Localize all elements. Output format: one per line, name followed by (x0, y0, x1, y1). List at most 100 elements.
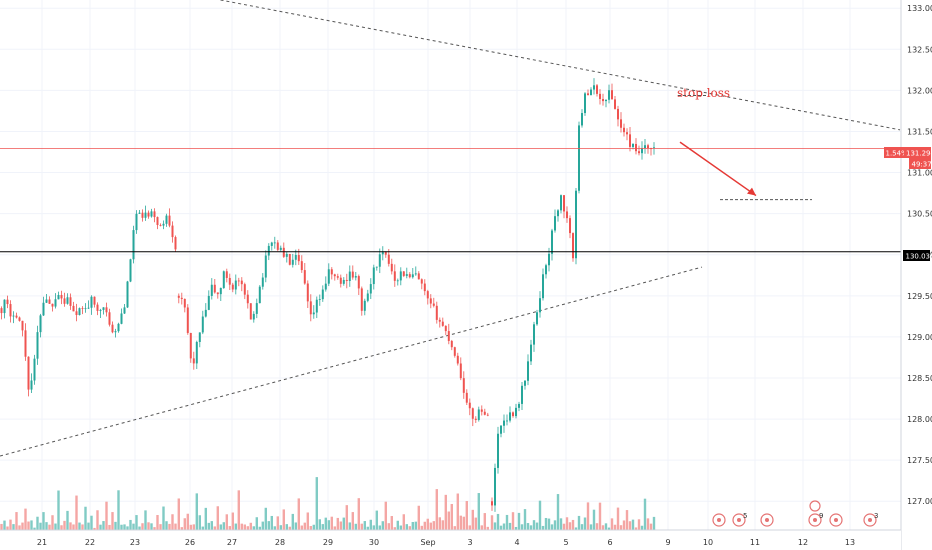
time-tick-label: 11 (750, 538, 760, 547)
candle-body (399, 271, 402, 281)
volume-bar (204, 507, 207, 530)
economic-events[interactable]: 5 9 3 (712, 500, 878, 527)
candle-body (605, 99, 607, 102)
economic-event-icon[interactable] (760, 513, 774, 527)
volume-bar (177, 498, 180, 530)
candle-body (69, 297, 72, 306)
candle-body (387, 254, 390, 264)
volume-bar (483, 513, 486, 530)
volume-bar (649, 523, 653, 530)
candle-body (336, 276, 339, 278)
volume-bar (342, 517, 345, 530)
volume-bar (505, 514, 509, 530)
candle-body (638, 151, 640, 154)
candle-body (539, 298, 541, 313)
volume-bar (417, 505, 420, 530)
candle-body (381, 251, 384, 255)
candle-body (438, 319, 441, 322)
candle-body (54, 299, 57, 307)
candle-body (228, 277, 231, 285)
volume-bar (646, 518, 650, 530)
volume-bar (393, 527, 396, 530)
candle-body (414, 273, 417, 275)
time-axis[interactable]: 21 22 23 26 27 28 29 30 Sep 3 4 5 6 9 10 11 12 13 (0, 529, 901, 550)
candle-body (279, 247, 282, 250)
price-tick-label: 128.500 (907, 374, 932, 383)
candle-body (90, 296, 93, 308)
volume-bar (210, 521, 213, 530)
time-tick-label: 4 (514, 538, 519, 547)
volume-bar (258, 526, 261, 530)
candle-body (465, 392, 468, 403)
volume-bar (414, 521, 417, 530)
volume-bar (351, 512, 354, 530)
volume-bar (156, 515, 159, 530)
volume-bar (246, 526, 249, 530)
candle-body (420, 279, 423, 284)
volume-bar (565, 517, 569, 530)
volume-bar (363, 521, 366, 530)
candle-body (195, 341, 198, 364)
candle-body (551, 230, 553, 254)
economic-event-icon[interactable] (829, 513, 843, 527)
trendline-upper[interactable] (220, 0, 901, 131)
volume-bar (592, 509, 596, 530)
price-axis[interactable]: 127.000 127.500 128.000 128.500 129.000 129.5… (900, 0, 932, 550)
horizontal-levels[interactable] (0, 147, 901, 253)
candle-body (231, 284, 234, 290)
volume-bar (189, 524, 192, 530)
candle-body (453, 347, 456, 356)
volume-bar (459, 515, 462, 530)
volume-bar (252, 526, 255, 530)
volume-bar (36, 516, 39, 530)
volume-bar (195, 493, 198, 530)
volume-bar (66, 510, 69, 530)
volume-bar (159, 524, 162, 530)
price-badges: 130.036 1.54% 131.294 49:37 (884, 147, 932, 261)
candle-body (72, 305, 75, 312)
volume-bar (438, 517, 441, 530)
candle-body (162, 223, 165, 226)
volume-bar (273, 526, 276, 530)
event-stack-icon[interactable] (809, 500, 821, 512)
volume-bar (538, 500, 542, 530)
volume-bar (640, 525, 644, 530)
candle-body (318, 299, 321, 300)
candle-body (426, 291, 429, 299)
candle-body (500, 425, 502, 434)
economic-event-icon[interactable]: 9 (808, 512, 823, 527)
candle-body (611, 90, 613, 100)
candle-body (144, 212, 147, 218)
target-arrow[interactable] (679, 141, 757, 197)
volume-bar (75, 495, 78, 530)
candle-body (351, 271, 354, 278)
economic-event-icon[interactable] (712, 513, 726, 527)
volume-bar (532, 520, 536, 530)
volume-bar (60, 525, 63, 530)
candle-body (578, 125, 580, 191)
arrow-head-icon (747, 187, 756, 196)
candle-body (219, 287, 222, 295)
change-badge (884, 147, 904, 158)
price-tick-label: 131.500 (907, 127, 932, 136)
candle-body (524, 380, 526, 386)
trendlines[interactable] (0, 0, 901, 457)
drawings[interactable]: stop loss (677, 86, 812, 201)
volume-bar (33, 527, 36, 530)
candle-body (396, 280, 399, 282)
volume-bar (580, 524, 584, 530)
candle-body (384, 251, 387, 255)
candle-body (614, 99, 616, 109)
volume-bar (57, 490, 60, 530)
economic-event-icon[interactable]: 3 (863, 512, 878, 527)
economic-event-icon[interactable]: 5 (732, 512, 747, 527)
event-dot (717, 518, 721, 522)
candle-body (596, 85, 598, 94)
volume-bar (405, 524, 408, 530)
volume-bar (577, 515, 581, 530)
volume-bar (502, 523, 506, 530)
candle-body (180, 297, 183, 299)
volume-bar (514, 526, 518, 530)
trendline-lower[interactable] (0, 266, 703, 457)
